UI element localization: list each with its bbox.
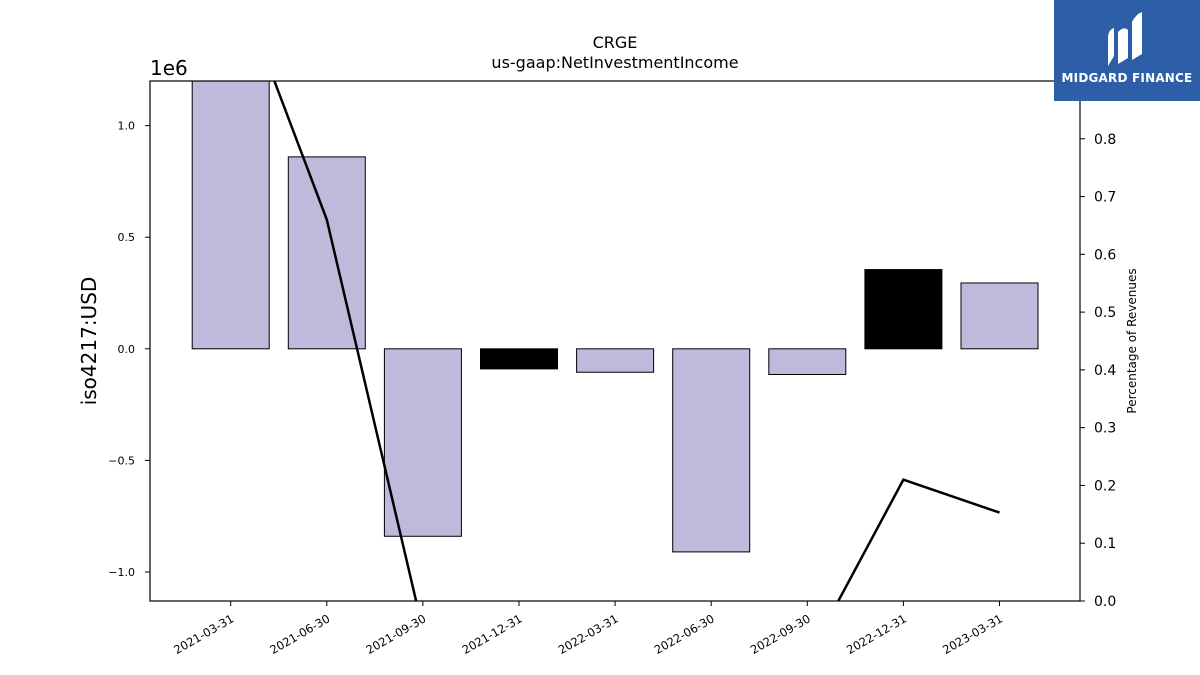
x-tick-label: 2021-06-30 xyxy=(267,611,332,657)
x-tick-label: 2022-12-31 xyxy=(844,611,909,657)
y2-tick-label: 0.0 xyxy=(1094,594,1116,610)
x-tick-label: 2021-03-31 xyxy=(171,611,236,657)
y-tick-label: 0.0 xyxy=(118,343,136,356)
bar-2021-06-30 xyxy=(287,156,366,350)
y2-tick-label: 0.6 xyxy=(1094,247,1116,263)
x-tick-label: 2022-06-30 xyxy=(652,611,717,657)
x-tick-label: 2021-09-30 xyxy=(364,611,429,657)
bar-2021-03-31 xyxy=(191,81,270,350)
y2-tick-label: 0.8 xyxy=(1094,132,1116,148)
x-tick-label: 2022-09-30 xyxy=(748,611,813,657)
y2-tick-label: 0.2 xyxy=(1094,478,1116,494)
y2-tick-label: 0.4 xyxy=(1094,363,1116,379)
logo-text: MIDGARD FINANCE xyxy=(1061,71,1193,85)
logo-mark-icon xyxy=(1108,12,1142,66)
bar-2022-03-31 xyxy=(576,348,655,373)
percentage-line-segment xyxy=(836,478,1000,601)
x-tick-label: 2021-12-31 xyxy=(460,611,525,657)
y2-tick-label: 0.1 xyxy=(1094,536,1116,552)
chart-title: CRGE xyxy=(593,33,638,52)
bar-2022-06-30 xyxy=(672,348,751,553)
y-offset-label: 1e6 xyxy=(150,56,188,80)
brand-logo: MIDGARD FINANCE xyxy=(1054,0,1200,101)
y2-tick-label: 0.5 xyxy=(1094,305,1116,321)
x-tick-label: 2023-03-31 xyxy=(940,611,1005,657)
y2-tick-label: 0.3 xyxy=(1094,421,1116,437)
percentage-line-segment xyxy=(273,81,418,601)
y2-tick-label: 0.7 xyxy=(1094,190,1116,206)
bar-2021-09-30 xyxy=(383,348,462,537)
y2-axis-label: Percentage of Revenues xyxy=(1125,268,1139,413)
bar-2023-03-31 xyxy=(960,282,1039,350)
chart-subtitle: us-gaap:NetInvestmentIncome xyxy=(491,53,738,72)
y-axis-label: iso4217:USD xyxy=(77,277,101,406)
y-tick-label: −0.5 xyxy=(108,454,135,467)
bar-2022-12-31 xyxy=(864,269,943,350)
bar-2021-12-31 xyxy=(480,348,558,370)
y-tick-label: 0.5 xyxy=(118,231,136,244)
x-tick-label: 2022-03-31 xyxy=(556,611,621,657)
bar-2022-09-30 xyxy=(768,348,847,375)
y-tick-label: 1.0 xyxy=(118,120,136,133)
y-tick-label: −1.0 xyxy=(108,566,135,579)
